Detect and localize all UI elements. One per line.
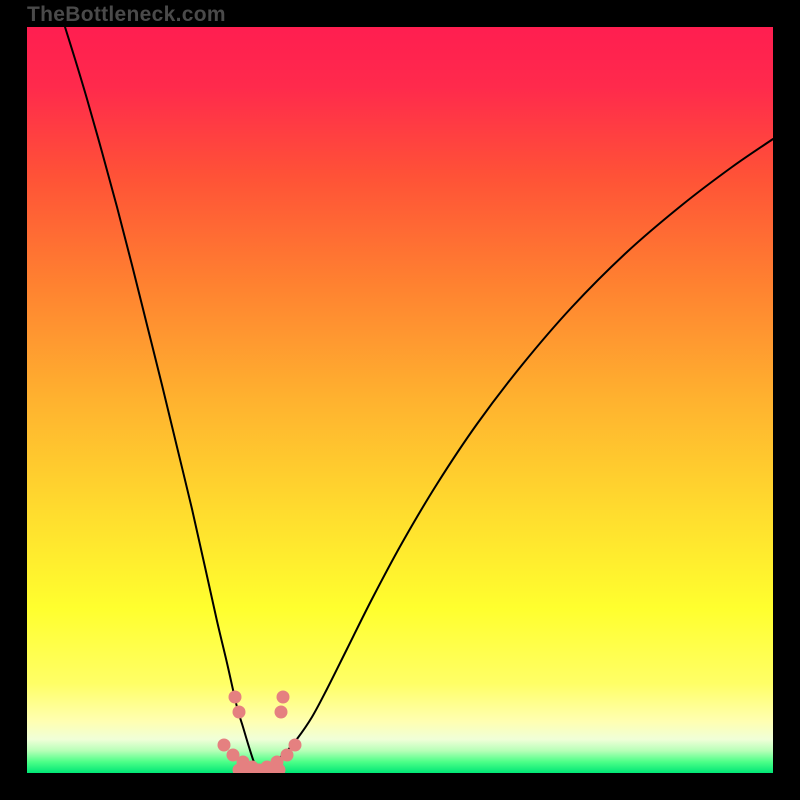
outer-frame: TheBottleneck.com <box>0 0 800 800</box>
watermark-text: TheBottleneck.com <box>27 3 768 27</box>
plot-area: TheBottleneck.com <box>27 27 773 773</box>
heat-gradient-background <box>27 27 773 773</box>
